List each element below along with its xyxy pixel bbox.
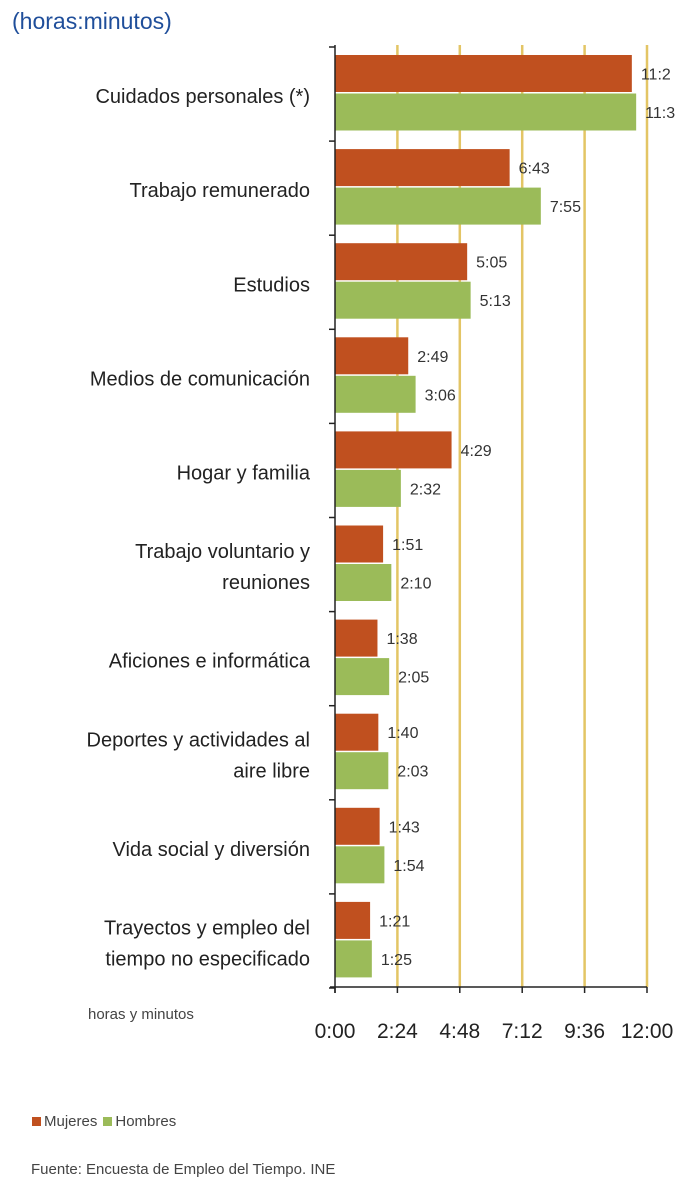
- data-label-hombres-1: 7:55: [550, 199, 581, 216]
- data-label-hombres-8: 1:54: [393, 858, 424, 875]
- legend: Mujeres Hombres: [32, 1113, 182, 1130]
- bar-hombres-6: [335, 658, 390, 696]
- category-label-2-0: Estudios: [233, 274, 310, 296]
- legend-label-mujeres: Mujeres: [44, 1113, 98, 1130]
- x-axis-label: horas y minutos: [88, 1006, 194, 1023]
- data-label-hombres-3: 3:06: [425, 387, 456, 404]
- data-label-hombres-6: 2:05: [398, 670, 429, 687]
- bar-hombres-2: [335, 281, 471, 319]
- legend-swatch-mujeres: [32, 1117, 41, 1126]
- bar-mujeres-8: [335, 807, 380, 845]
- bar-mujeres-5: [335, 525, 384, 563]
- category-label-8-0: Vida social y diversión: [112, 839, 310, 861]
- category-label-4-0: Hogar y familia: [177, 462, 311, 484]
- data-label-mujeres-0: 11:2: [641, 67, 671, 84]
- data-label-mujeres-4: 4:29: [461, 443, 492, 460]
- category-label-1-0: Trabajo remunerado: [130, 180, 310, 202]
- bar-hombres-7: [335, 752, 389, 790]
- legend-label-hombres: Hombres: [115, 1113, 177, 1130]
- bar-mujeres-9: [335, 901, 371, 939]
- data-label-mujeres-6: 1:38: [386, 631, 417, 648]
- bar-hombres-1: [335, 187, 541, 225]
- data-label-hombres-2: 5:13: [480, 293, 511, 310]
- category-label-3-0: Medios de comunicación: [90, 368, 310, 390]
- chart-subtitle: (horas:minutos): [12, 8, 172, 34]
- category-label-6-0: Aficiones e informática: [109, 651, 311, 673]
- bar-mujeres-4: [335, 431, 452, 469]
- bar-mujeres-3: [335, 337, 409, 375]
- data-label-hombres-5: 2:10: [400, 576, 431, 593]
- category-label-5-1: reuniones: [222, 572, 310, 594]
- data-label-hombres-0: 11:3: [645, 105, 675, 122]
- x-tick-label-3: 7:12: [502, 1020, 543, 1043]
- legend-swatch-hombres: [103, 1117, 113, 1126]
- category-label-9-1: tiempo no especificado: [105, 948, 310, 970]
- data-label-mujeres-1: 6:43: [519, 161, 550, 178]
- data-label-mujeres-9: 1:21: [379, 913, 410, 930]
- data-label-mujeres-2: 5:05: [476, 255, 507, 272]
- data-label-mujeres-5: 1:51: [392, 537, 423, 554]
- x-tick-label-1: 2:24: [377, 1020, 418, 1043]
- data-label-mujeres-3: 2:49: [417, 349, 448, 366]
- x-tick-label-2: 4:48: [439, 1020, 480, 1043]
- category-label-9-0: Trayectos y empleo del: [104, 917, 310, 939]
- bar-hombres-9: [335, 940, 372, 978]
- bar-hombres-3: [335, 375, 416, 413]
- bar-hombres-0: [335, 93, 637, 131]
- bar-hombres-4: [335, 469, 401, 507]
- data-label-hombres-7: 2:03: [397, 764, 428, 781]
- x-tick-label-0: 0:00: [315, 1020, 356, 1043]
- legend-item-hombres: Hombres: [103, 1113, 176, 1130]
- bar-mujeres-7: [335, 713, 379, 751]
- bar-mujeres-1: [335, 149, 510, 187]
- category-label-0-0: Cuidados personales (*): [95, 86, 310, 108]
- bar-mujeres-0: [335, 55, 632, 92]
- category-label-7-1: aire libre: [233, 760, 310, 782]
- data-label-hombres-9: 1:25: [381, 952, 412, 969]
- bar-mujeres-2: [335, 243, 468, 281]
- legend-item-mujeres: Mujeres: [32, 1113, 97, 1130]
- category-label-5-0: Trabajo voluntario y: [135, 541, 310, 563]
- category-label-7-0: Deportes y actividades al: [87, 729, 310, 751]
- bar-mujeres-6: [335, 619, 378, 657]
- x-tick-label-5: 12:00: [621, 1020, 674, 1043]
- data-label-mujeres-7: 1:40: [387, 725, 418, 742]
- source-note: Fuente: Encuesta de Empleo del Tiempo. I…: [31, 1161, 336, 1178]
- bar-hombres-8: [335, 846, 385, 884]
- data-label-hombres-4: 2:32: [410, 481, 441, 498]
- bar-hombres-5: [335, 564, 392, 601]
- x-tick-label-4: 9:36: [564, 1020, 605, 1043]
- data-label-mujeres-8: 1:43: [389, 819, 420, 836]
